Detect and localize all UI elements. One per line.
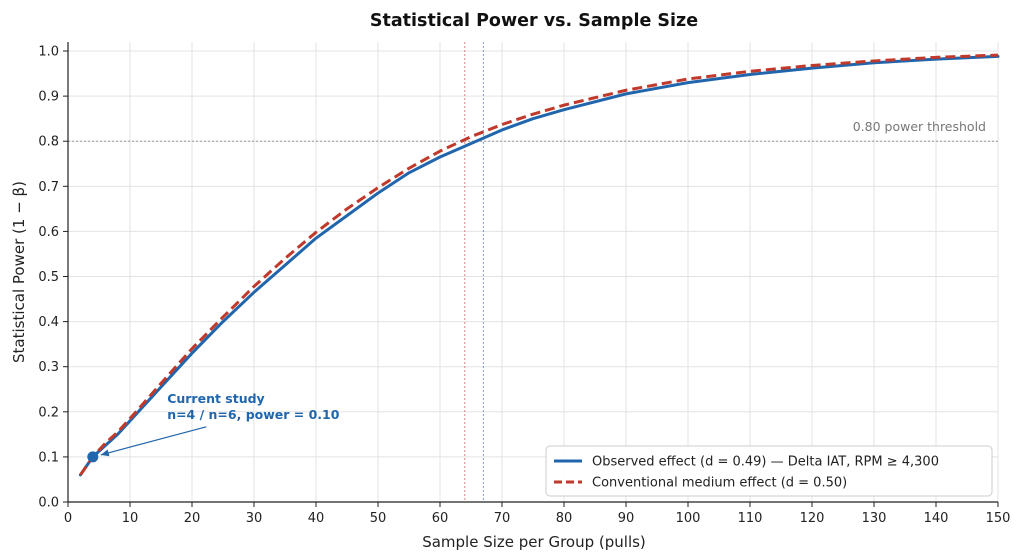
legend-label: Conventional medium effect (d = 0.50) (592, 476, 847, 491)
y-tick-label: 1.0 (38, 45, 59, 60)
x-tick-label: 10 (122, 511, 139, 526)
x-tick-label: 40 (308, 511, 325, 526)
x-tick-label: 130 (862, 511, 887, 526)
annotation-text-line: n=4 / n=6, power = 0.10 (167, 407, 340, 422)
y-tick-label: 0.6 (38, 225, 59, 240)
y-tick-label: 0.9 (38, 90, 59, 105)
x-tick-label: 70 (494, 511, 511, 526)
y-axis-label: Statistical Power (1 − β) (10, 181, 28, 363)
x-tick-label: 140 (924, 511, 949, 526)
y-tick-label: 0.5 (38, 270, 59, 285)
series-line-2 (79, 53, 999, 476)
series-line-1 (78, 54, 1000, 477)
x-tick-label: 50 (370, 511, 387, 526)
x-tick-label: 150 (986, 511, 1011, 526)
x-tick-label: 20 (184, 511, 201, 526)
x-tick-label: 60 (432, 511, 449, 526)
series-layer (78, 53, 1000, 477)
y-tick-label: 0.1 (38, 450, 59, 465)
y-tick-label: 0.3 (38, 360, 59, 375)
y-tick-label: 0.8 (38, 135, 59, 150)
annotation-arrow-line (100, 426, 207, 456)
x-tick-label: 90 (618, 511, 635, 526)
x-tick-label: 110 (738, 511, 763, 526)
threshold-label: 0.80 power threshold (853, 119, 986, 134)
y-tick-label: 0.4 (38, 315, 59, 330)
x-tick-label: 80 (556, 511, 573, 526)
x-axis-label: Sample Size per Group (pulls) (422, 533, 646, 551)
legend: Observed effect (d = 0.49) — Delta IAT, … (545, 445, 993, 497)
reference-lines: 0.80 power threshold (68, 42, 998, 502)
legend-box (545, 445, 993, 497)
chart-title: Statistical Power vs. Sample Size (370, 11, 698, 31)
y-tick-label: 0.7 (38, 180, 59, 195)
annotation-text-line: Current study (167, 391, 265, 406)
annotation-arrow-head (100, 449, 110, 457)
legend-label: Observed effect (d = 0.49) — Delta IAT, … (592, 455, 939, 470)
grid (67, 42, 999, 503)
x-tick-label: 0 (64, 511, 72, 526)
current-study-marker (87, 451, 99, 463)
axes: 0 10 20 30 40 50 60 70 80 90 100 110 120 130 140 150 0.0… (38, 42, 1010, 526)
x-tick-label: 30 (246, 511, 263, 526)
x-tick-label: 100 (676, 511, 701, 526)
x-tick-label: 120 (800, 511, 825, 526)
y-tick-label: 0.2 (38, 405, 59, 420)
y-tick-label: 0.0 (38, 496, 59, 511)
